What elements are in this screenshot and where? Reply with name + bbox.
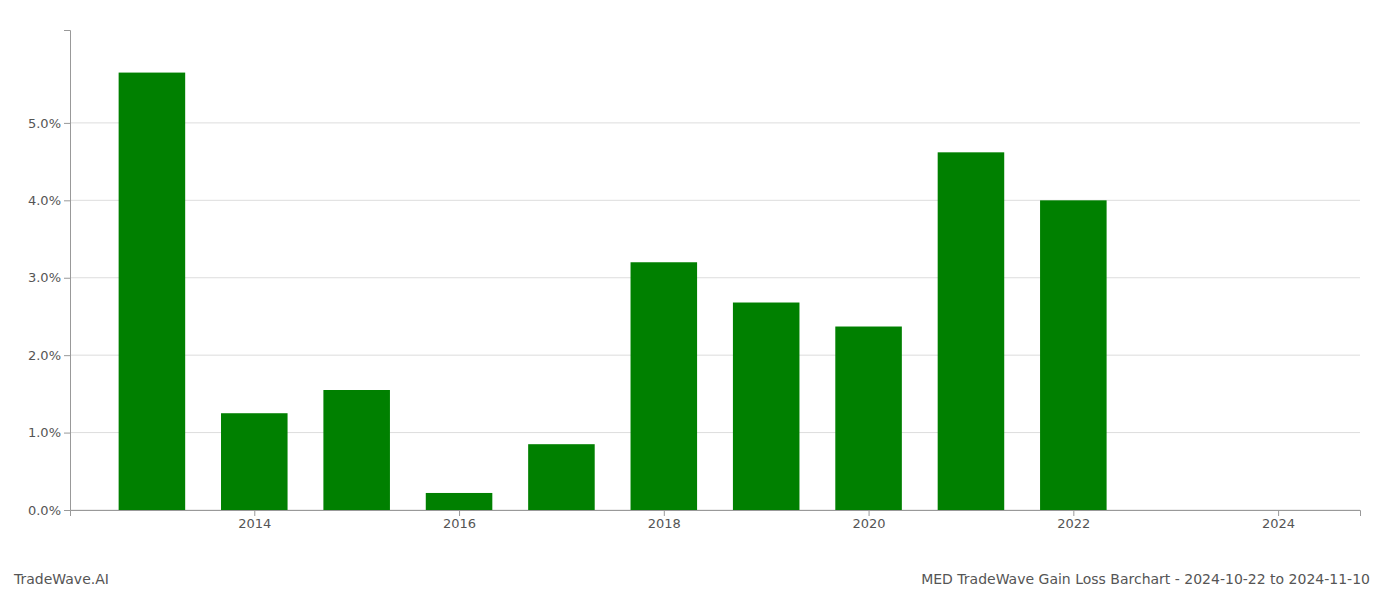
x-tick-mark — [664, 510, 665, 516]
y-tick: 3.0% — [28, 270, 70, 285]
x-tick: 2014 — [238, 510, 271, 531]
y-tick-label: 3.0% — [28, 270, 61, 285]
y-tick: 0.0% — [28, 503, 70, 518]
title: MED TradeWave Gain Loss Barchart - 2024-… — [921, 571, 1370, 587]
y-tick-mark — [64, 123, 70, 124]
y-tick-label: 5.0% — [28, 116, 61, 131]
bar — [631, 262, 698, 510]
x-axis-line — [71, 511, 1361, 517]
bar — [119, 73, 186, 510]
bars — [119, 73, 1107, 510]
bar — [528, 444, 595, 510]
grid-line — [70, 355, 1360, 356]
bar — [835, 327, 902, 510]
y-tick-mark — [64, 200, 70, 201]
grid-line — [70, 122, 1360, 123]
bar — [221, 413, 288, 510]
plot: 2014 2016 2018 2020 2022 2024 0.0% 1.0% 2.0% 3.0%… — [28, 31, 1361, 532]
y-tick-mark — [64, 355, 70, 356]
bar — [1040, 200, 1107, 510]
x-tick-label: 2024 — [1262, 516, 1295, 531]
y-tick-label: 1.0% — [28, 425, 61, 440]
bar — [733, 303, 800, 510]
x-tick: 2022 — [1057, 510, 1090, 531]
y-tick-mark — [64, 278, 70, 279]
x-tick-label: 2022 — [1057, 516, 1090, 531]
bar — [426, 493, 493, 510]
y-tick: 2.0% — [28, 348, 70, 363]
y-tick-label: 2.0% — [28, 348, 61, 363]
x-tick-mark — [1278, 510, 1279, 516]
bar — [938, 152, 1005, 510]
x-tick-label: 2016 — [443, 516, 476, 531]
x-tick-mark — [869, 510, 870, 516]
x-tick-label: 2018 — [648, 516, 681, 531]
bar — [323, 390, 390, 510]
y-tick: 4.0% — [28, 193, 70, 208]
y-axis-line — [64, 31, 71, 511]
y-tick-mark — [64, 433, 70, 434]
y-tick-label: 0.0% — [28, 503, 61, 518]
x-axis: 2014 2016 2018 2020 2022 2024 — [71, 510, 1361, 531]
y-tick: 5.0% — [28, 116, 70, 131]
x-tick-mark — [459, 510, 460, 516]
y-tick-label: 4.0% — [28, 193, 61, 208]
y-axis: 0.0% 1.0% 2.0% 3.0% 4.0% 5.0% — [28, 31, 71, 518]
y-tick: 1.0% — [28, 425, 70, 440]
grid-line — [70, 277, 1360, 278]
x-tick: 2020 — [853, 510, 886, 531]
grid — [70, 123, 1360, 510]
y-tick-mark — [64, 510, 70, 511]
annotation: TradeWave.AI — [13, 571, 109, 587]
chart: 2014 2016 2018 2020 2022 2024 0.0% 1.0% 2.0% 3.0%… — [0, 0, 1400, 600]
x-tick: 2024 — [1262, 510, 1295, 531]
x-tick: 2016 — [443, 510, 476, 531]
grid-line — [70, 200, 1360, 201]
x-tick-mark — [254, 510, 255, 516]
x-tick-label: 2014 — [238, 516, 271, 531]
x-tick: 2018 — [648, 510, 681, 531]
x-tick-mark — [1073, 510, 1074, 516]
x-tick-label: 2020 — [853, 516, 886, 531]
